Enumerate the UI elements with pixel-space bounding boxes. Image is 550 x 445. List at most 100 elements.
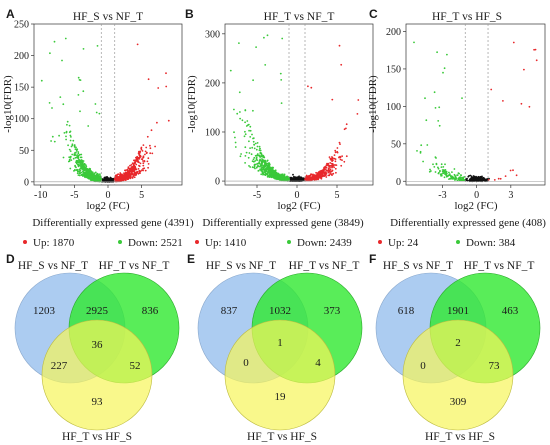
x-axis-label-b: log2 (FC) <box>277 200 320 212</box>
scatter-point <box>109 176 112 179</box>
scatter-point <box>233 108 235 111</box>
scatter-point <box>244 130 246 133</box>
scatter-point <box>440 163 443 166</box>
venn-count-bc-d: 52 <box>130 360 141 372</box>
scatter-point <box>248 152 251 154</box>
scatter-point <box>135 168 138 171</box>
scatter-point <box>258 145 261 148</box>
venn-count-ab-f: 1901 <box>447 305 469 317</box>
scatter-point <box>59 96 62 98</box>
scatter-point <box>263 171 266 174</box>
scatter-point <box>269 167 272 169</box>
scatter-point <box>143 160 146 162</box>
scatter-point <box>68 148 71 151</box>
scatter-point <box>272 171 275 173</box>
scatter-point <box>440 166 443 169</box>
scatter-point <box>154 145 157 148</box>
venn-count-ac-e: 0 <box>243 357 249 369</box>
scatter-point <box>77 152 80 155</box>
scatter-point <box>294 176 297 179</box>
scatter-point <box>249 125 252 128</box>
scatter-point <box>252 140 255 143</box>
scatter-point <box>328 174 331 177</box>
scatter-point <box>68 124 71 127</box>
scatter-point <box>69 155 72 158</box>
panel-title-c: HF_T vs HF_S <box>432 11 502 23</box>
y-axis-label-b: -log10(FDR) <box>186 75 198 133</box>
scatter-point <box>139 162 142 165</box>
scatter-point <box>104 178 107 181</box>
scatter-point <box>442 166 445 168</box>
deg-caption-b: Differentially expressed gene (3849) <box>202 217 364 229</box>
y-tick-label: 50 <box>19 146 29 157</box>
scatter-point <box>453 177 455 180</box>
scatter-point <box>252 109 254 112</box>
scatter-point <box>438 106 441 109</box>
scatter-plot-c <box>413 41 538 183</box>
venn-count-ab-e: 1032 <box>269 305 291 317</box>
scatter-point <box>117 179 120 181</box>
scatter-point <box>234 141 237 144</box>
scatter-point <box>244 155 247 157</box>
y-axis-label-a: -log10(FDR) <box>2 75 14 133</box>
scatter-point <box>260 169 263 172</box>
scatter-point <box>134 159 137 162</box>
scatter-point <box>323 175 326 177</box>
venn-set-b-label-e: HF_T vs NF_T <box>289 260 360 272</box>
scatter-point <box>343 160 346 163</box>
scatter-point <box>142 156 145 159</box>
scatter-point <box>89 175 92 178</box>
scatter-point <box>433 91 436 94</box>
scatter-point <box>147 163 150 165</box>
scatter-point <box>50 140 52 142</box>
volcano-panel-c: C HF_T vs HF_S -log10(FDR) log2 (FC) -3 0… <box>367 7 546 249</box>
scatter-point <box>340 63 343 66</box>
scatter-point <box>99 173 101 176</box>
scatter-point <box>281 176 284 178</box>
y-tick-label: 150 <box>386 64 401 75</box>
scatter-point <box>137 172 140 175</box>
scatter-point <box>263 156 266 159</box>
scatter-point <box>86 176 89 179</box>
scatter-point <box>327 167 330 170</box>
scatter-point <box>247 156 250 159</box>
scatter-point <box>70 159 73 162</box>
scatter-point <box>138 165 141 168</box>
scatter-point <box>266 159 269 162</box>
scatter-point <box>117 173 120 176</box>
scatter-point <box>265 169 268 172</box>
venn-panel-f: F HF_S vs NF_T HF_T vs NF_T 618 1901 463… <box>369 252 541 443</box>
scatter-point <box>132 174 135 177</box>
scatter-point <box>280 174 283 177</box>
venn-count-c-only-d: 93 <box>92 396 104 408</box>
scatter-point <box>157 87 160 89</box>
scatter-point <box>256 145 259 148</box>
scatter-point <box>79 172 82 175</box>
scatter-point <box>329 162 332 164</box>
scatter-point <box>319 175 321 178</box>
scatter-point <box>520 102 523 105</box>
scatter-point <box>137 168 140 170</box>
scatter-point <box>126 177 128 179</box>
scatter-point <box>502 100 504 102</box>
scatter-point <box>145 146 148 149</box>
scatter-point <box>271 168 274 171</box>
scatter-point <box>313 174 316 177</box>
volcano-panel-b: B HF_T vs NF_T -log10(FDR) log2 (FC) -5 0… <box>185 7 374 249</box>
scatter-point <box>458 172 460 175</box>
scatter-point <box>291 177 294 180</box>
venn-count-b-only-d: 836 <box>142 305 159 317</box>
scatter-point <box>279 72 282 75</box>
scatter-point <box>249 129 252 132</box>
scatter-point <box>330 173 333 176</box>
scatter-point <box>445 171 448 174</box>
scatter-point <box>244 121 247 124</box>
scatter-point <box>334 149 337 152</box>
deg-caption-a: Differentially expressed gene (4391) <box>32 217 194 229</box>
scatter-point <box>345 127 347 130</box>
scatter-point <box>429 168 431 171</box>
scatter-point <box>78 161 80 164</box>
scatter-point <box>528 105 531 108</box>
scatter-point <box>79 164 81 167</box>
